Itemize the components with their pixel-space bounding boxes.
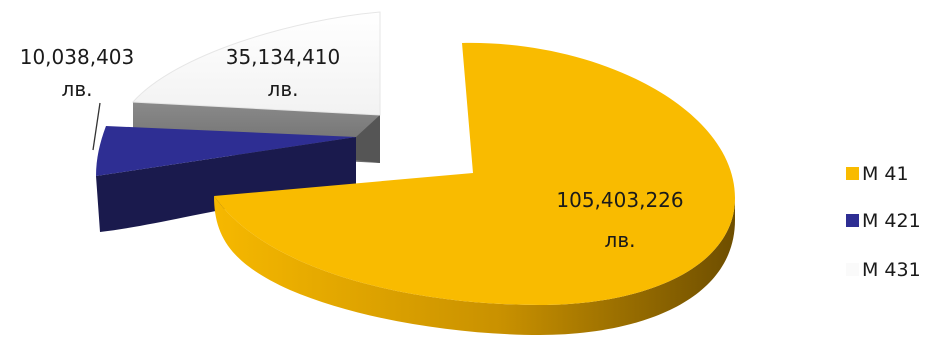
leader-line-m421: [92, 102, 101, 151]
pie-slice-m431-front: [356, 115, 380, 163]
pie-slice-m41: [214, 42, 735, 335]
pie-slice-m421-side: [96, 137, 356, 232]
pie-slice-m41-side: [214, 196, 735, 335]
pie-slice-m421-top: [96, 126, 356, 176]
legend: М 41 М 421 М 431: [846, 163, 921, 281]
legend-swatch-m421: [846, 214, 859, 227]
legend-swatch-m41: [846, 167, 859, 180]
data-label-m421-unit: лв.: [62, 77, 93, 101]
legend-label-m421: М 421: [862, 210, 921, 232]
pie-slice-m431-top: [131, 11, 381, 116]
data-label-m431-unit: лв.: [268, 77, 299, 101]
legend-label-m41: М 41: [862, 163, 909, 185]
legend-item-m431: М 431: [846, 259, 921, 281]
legend-swatch-m431: [846, 263, 859, 276]
data-label-m41-unit: лв.: [605, 228, 636, 252]
legend-item-m421: М 421: [846, 210, 921, 232]
legend-label-m431: М 431: [862, 259, 921, 281]
pie-slice-m41-top: [214, 42, 735, 306]
data-label-m41-value: 105,403,226: [556, 188, 683, 212]
pie-slice-m421: [96, 126, 356, 232]
legend-item-m41: М 41: [846, 163, 909, 185]
data-label-m421-value: 10,038,403: [20, 45, 135, 69]
data-label-m431-value: 35,134,410: [226, 45, 341, 69]
